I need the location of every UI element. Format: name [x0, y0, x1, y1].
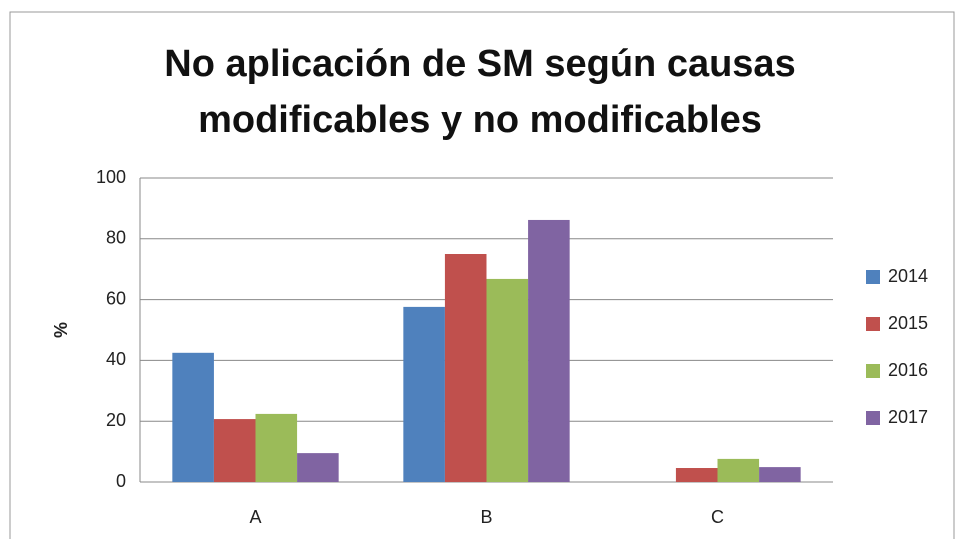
legend-swatch [866, 411, 880, 425]
chart-frame [9, 11, 955, 539]
bar [717, 458, 760, 482]
bar [297, 453, 339, 482]
bar [444, 254, 487, 482]
bar [403, 306, 445, 482]
chart-title: No aplicación de SM según causas modific… [164, 43, 796, 141]
x-tick-label: B [480, 507, 492, 527]
y-tick-label: 0 [116, 471, 126, 491]
bar [528, 219, 570, 482]
legend-swatch [866, 270, 880, 284]
legend-swatch [866, 364, 880, 378]
bar [255, 413, 298, 482]
legend-label: 2017 [888, 407, 928, 427]
bar [675, 468, 718, 482]
y-axis-label: % [51, 322, 71, 338]
legend-label: 2016 [888, 360, 928, 380]
y-tick-label: 60 [106, 288, 126, 308]
legend-label: 2015 [888, 313, 928, 333]
bar [759, 467, 801, 482]
y-tick-label: 80 [106, 228, 126, 248]
y-tick-label: 40 [106, 349, 126, 369]
legend-label: 2014 [888, 266, 928, 286]
x-tick-label: C [711, 507, 724, 527]
bar [172, 352, 214, 482]
y-tick-label: 20 [106, 410, 126, 430]
x-tick-label: A [249, 507, 261, 527]
y-tick-label: 100 [96, 167, 126, 187]
legend-swatch [866, 317, 880, 331]
bar [213, 419, 256, 482]
bar [486, 278, 529, 482]
